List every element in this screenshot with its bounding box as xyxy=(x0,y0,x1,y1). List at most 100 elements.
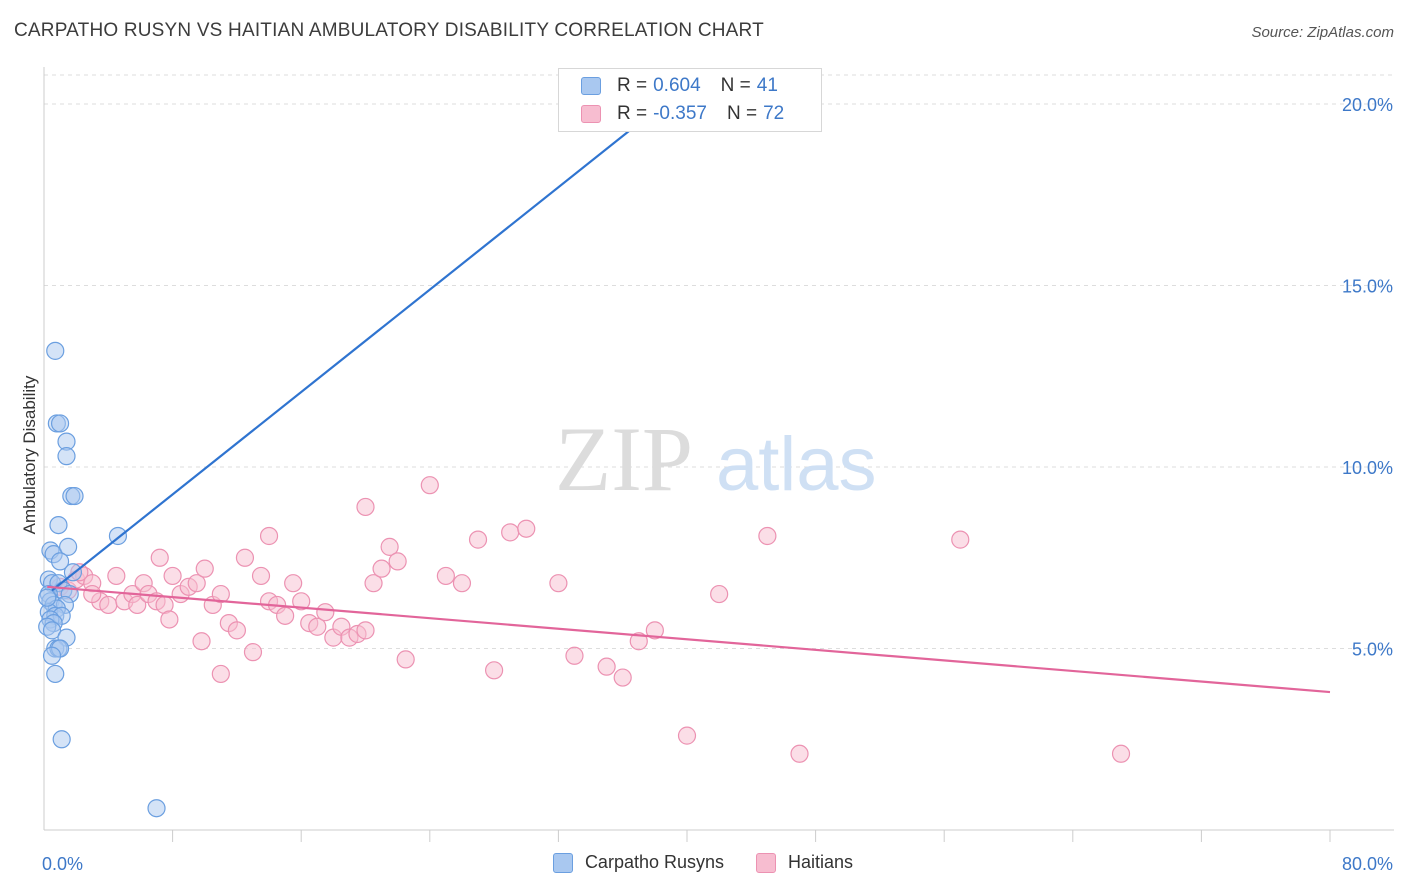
legend-row-haitian: R = -0.357 N = 72 xyxy=(581,101,784,127)
haitian-point xyxy=(420,476,439,495)
carpatho-rusyn-trend-line xyxy=(51,103,664,592)
haitian-point xyxy=(235,548,255,567)
haitian-point xyxy=(308,617,327,636)
haitian-point xyxy=(613,668,632,687)
carpatho-rusyn-point xyxy=(59,537,78,556)
haitian-point xyxy=(1111,744,1131,763)
haitian-point xyxy=(645,621,664,640)
haitian-point xyxy=(227,621,246,640)
series-legend: Carpatho Rusyns Haitians xyxy=(0,852,1406,873)
haitian-point xyxy=(284,574,303,593)
haitian-point xyxy=(951,530,970,549)
legend-n-label: N = xyxy=(726,103,758,124)
legend-r-value: 0.604 xyxy=(653,75,701,96)
haitian-point xyxy=(790,744,809,763)
axes xyxy=(43,67,1394,842)
haitian-point xyxy=(259,526,279,546)
haitian-point xyxy=(372,559,391,578)
haitian-point xyxy=(163,566,182,586)
haitian-point xyxy=(243,643,263,662)
legend-swatch-pink xyxy=(581,105,601,123)
haitian-point xyxy=(211,664,230,684)
haitian-point xyxy=(597,657,616,676)
chart-title: CARPATHO RUSYN VS HAITIAN AMBULATORY DIS… xyxy=(14,20,764,41)
haitian-point xyxy=(276,606,295,625)
haitian-point xyxy=(565,646,584,665)
haitian-point xyxy=(396,650,415,669)
legend-row-carpatho: R = 0.604 N = 41 xyxy=(581,73,778,99)
carpatho-rusyn-point xyxy=(42,646,62,665)
haitian-point xyxy=(83,584,102,604)
haitian-point xyxy=(292,592,311,611)
haitian-point xyxy=(677,726,697,745)
haitian-point xyxy=(128,595,147,615)
legend-item-haitians[interactable]: Haitians xyxy=(756,852,853,873)
haitian-point xyxy=(629,632,648,651)
haitian-point xyxy=(251,566,271,586)
haitian-point xyxy=(107,566,126,586)
haitian-point xyxy=(517,519,536,538)
haitian-point xyxy=(356,621,375,640)
source-label: Source: ZipAtlas.com xyxy=(1251,24,1394,41)
tick-labels: 5.0% 10.0% 15.0% 20.0% 0.0% 80.0% xyxy=(42,95,1393,874)
haitian-point xyxy=(364,574,383,593)
haitian-point xyxy=(160,610,179,629)
legend-n-label: N = xyxy=(720,75,751,96)
carpatho-rusyn-point xyxy=(38,588,57,607)
legend-r-label: R = xyxy=(617,103,648,124)
carpatho-rusyn-point xyxy=(57,447,76,466)
legend-r-label: R = xyxy=(617,75,648,96)
legend-r-value: -0.357 xyxy=(653,103,707,124)
carpatho-rusyn-point xyxy=(50,552,70,571)
haitians-points xyxy=(50,476,1131,763)
haitian-point xyxy=(150,548,169,567)
haitian-point xyxy=(452,574,472,593)
carpatho-rusyn-point xyxy=(46,664,65,684)
legend-label-haitians: Haitians xyxy=(788,852,854,872)
carpatho-rusyn-point xyxy=(46,341,65,360)
haitian-point xyxy=(356,497,375,517)
legend-swatch-blue xyxy=(581,77,601,95)
haitian-point xyxy=(485,661,504,680)
legend-swatch-blue xyxy=(552,852,573,873)
haitian-point xyxy=(758,526,777,546)
haitian-point xyxy=(710,584,729,604)
haitian-point xyxy=(388,552,407,571)
watermark-atlas: atlas xyxy=(716,422,877,507)
y-tick-label: 10.0% xyxy=(1342,458,1393,478)
haitian-point xyxy=(99,595,118,615)
watermark-zip: ZIP xyxy=(555,408,693,510)
carpatho-rusyn-point xyxy=(65,486,84,506)
carpatho-rusyn-point xyxy=(52,730,71,749)
trend-lines xyxy=(47,103,1331,694)
correlation-legend: R = 0.604 N = 41 R = -0.357 N = 72 xyxy=(558,68,822,132)
haitian-point xyxy=(192,632,211,651)
haitian-trend-line xyxy=(47,585,1331,694)
x-tick-label-max: 80.0% xyxy=(1342,854,1393,874)
watermark: ZIP atlas xyxy=(555,408,877,510)
legend-swatch-pink xyxy=(756,852,777,873)
carpatho-rusyn-point xyxy=(147,799,166,818)
haitian-point xyxy=(436,566,455,586)
carpatho-rusyn-point xyxy=(50,414,70,433)
carpatho-rusyn-point xyxy=(42,621,62,640)
legend-n-value: 72 xyxy=(763,103,785,124)
haitian-point xyxy=(316,603,335,622)
haitian-point xyxy=(380,537,399,556)
haitian-point xyxy=(468,530,488,549)
y-axis-label: Ambulatory Disability xyxy=(20,375,39,534)
legend-label-carpatho-rusyns: Carpatho Rusyns xyxy=(584,852,725,872)
legend-n-value: 41 xyxy=(756,75,778,96)
carpatho-rusyns-points xyxy=(38,109,656,818)
x-tick-label-min: 0.0% xyxy=(42,854,83,874)
haitian-point xyxy=(195,559,214,578)
legend-item-carpatho-rusyns[interactable]: Carpatho Rusyns xyxy=(552,852,725,873)
haitian-point xyxy=(211,584,230,604)
haitian-point xyxy=(501,523,520,542)
haitian-point xyxy=(187,574,206,593)
y-tick-label: 15.0% xyxy=(1342,277,1393,297)
y-tick-label: 20.0% xyxy=(1342,95,1393,115)
y-tick-label: 5.0% xyxy=(1352,640,1393,660)
haitian-point xyxy=(549,574,568,593)
